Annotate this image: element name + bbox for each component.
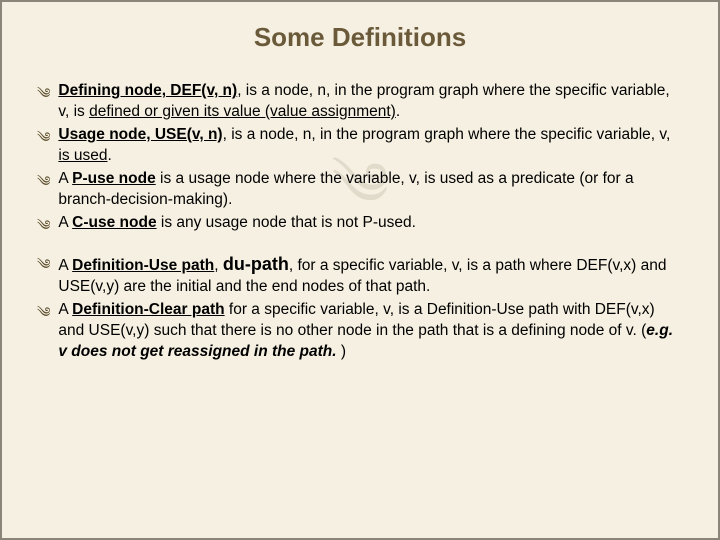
bullet-item: ༄ A Definition-Use path, du-path, for a … <box>37 252 683 298</box>
bullet-text: A Definition-Clear path for a specific v… <box>58 300 683 363</box>
slide-title: Some Definitions <box>37 22 683 53</box>
slide-container: ༄ Some Definitions ༄ Defining node, DEF(… <box>0 0 720 540</box>
underlined: is used <box>58 147 107 164</box>
text: , <box>214 257 223 274</box>
term: Defining node, DEF(v, n) <box>58 82 237 99</box>
slide-content: ༄ Defining node, DEF(v, n), is a node, n… <box>37 81 683 363</box>
bullet-icon: ༄ <box>37 216 50 235</box>
bullet-item: ༄ Usage node, USE(v, n), is a node, n, i… <box>37 125 683 167</box>
underlined: defined or given its value (value assign… <box>89 103 396 120</box>
bullet-item: ༄ A P-use node is a usage node where the… <box>37 169 683 211</box>
text: A <box>58 257 72 274</box>
text: , is a node, n, in the program graph whe… <box>223 126 671 143</box>
term: Usage node, USE(v, n) <box>58 126 222 143</box>
text: is any usage node that is not P-used. <box>157 214 416 231</box>
text: . <box>108 147 112 164</box>
bullet-icon: ༄ <box>37 84 50 103</box>
bullet-text: A C-use node is any usage node that is n… <box>58 213 683 234</box>
bullet-group-1: ༄ Defining node, DEF(v, n), is a node, n… <box>37 81 683 234</box>
text: ) <box>341 343 346 360</box>
text: A <box>58 301 72 318</box>
bullet-icon: ༄ <box>37 255 50 274</box>
term: Definition-Use path <box>72 257 214 274</box>
text: A <box>58 170 72 187</box>
text: A <box>58 214 72 231</box>
bullet-item: ༄ A C-use node is any usage node that is… <box>37 213 683 235</box>
bullet-text: A Definition-Use path, du-path, for a sp… <box>58 252 683 298</box>
bullet-item: ༄ A Definition-Clear path for a specific… <box>37 300 683 363</box>
bullet-text: Usage node, USE(v, n), is a node, n, in … <box>58 125 683 167</box>
bullet-text: Defining node, DEF(v, n), is a node, n, … <box>58 81 683 123</box>
term: C-use node <box>72 214 156 231</box>
bullet-icon: ༄ <box>37 128 50 147</box>
text: . <box>396 103 400 120</box>
term: Definition-Clear path <box>72 301 224 318</box>
term: P-use node <box>72 170 156 187</box>
bullet-text: A P-use node is a usage node where the v… <box>58 169 683 211</box>
bullet-icon: ༄ <box>37 303 50 322</box>
bullet-item: ༄ Defining node, DEF(v, n), is a node, n… <box>37 81 683 123</box>
du-path-term: du-path <box>223 254 289 274</box>
bullet-group-2: ༄ A Definition-Use path, du-path, for a … <box>37 252 683 363</box>
bullet-icon: ༄ <box>37 172 50 191</box>
